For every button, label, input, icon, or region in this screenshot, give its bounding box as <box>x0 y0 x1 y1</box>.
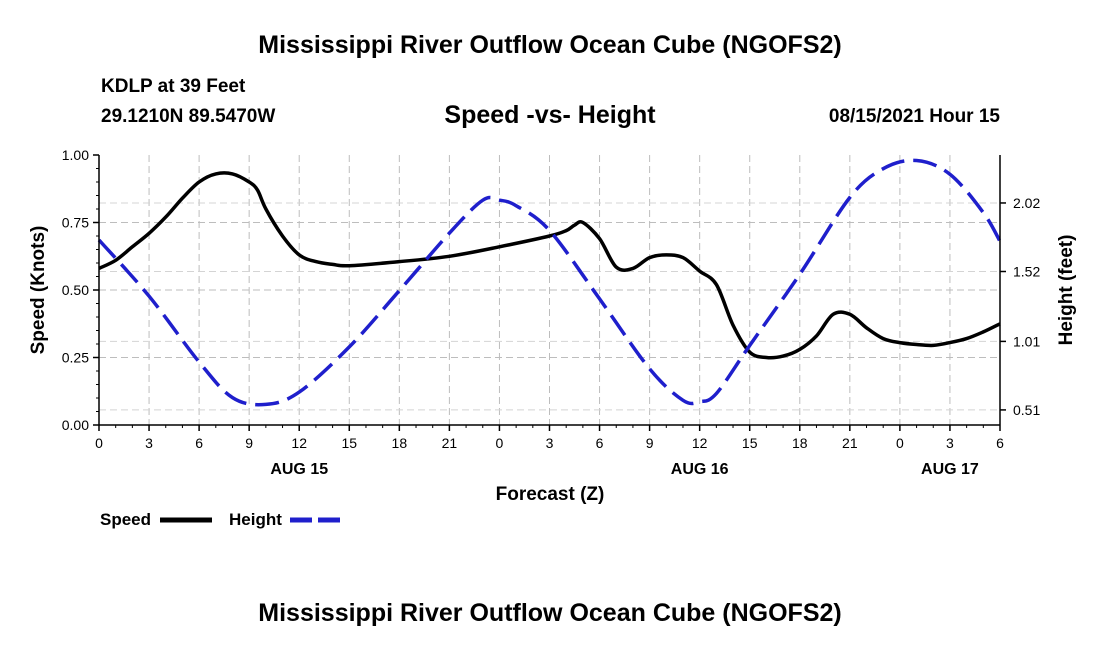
date-label: AUG 17 <box>921 461 979 478</box>
x-axis-label: Forecast (Z) <box>496 484 605 505</box>
page-title-bottom: Mississippi River Outflow Ocean Cube (NG… <box>258 599 842 627</box>
y-axis-label-height: Height (feet) <box>1056 235 1077 346</box>
x-tick-label: 12 <box>692 435 708 451</box>
station-label: KDLP at 39 Feet <box>101 76 246 97</box>
y-tick-label: 0.25 <box>62 350 89 366</box>
x-tick-label: 18 <box>792 435 808 451</box>
x-tick-label: 12 <box>291 435 307 451</box>
x-tick-label: 6 <box>195 435 203 451</box>
series-line-speed <box>98 171 1001 360</box>
x-tick-label: 15 <box>742 435 758 451</box>
y2-tick-label: 0.51 <box>1013 402 1040 418</box>
x-tick-label: 3 <box>546 435 554 451</box>
x-tick-label: 9 <box>245 435 253 451</box>
legend-label-speed: Speed <box>100 510 151 529</box>
y-axis-label-speed: Speed (Knots) <box>28 226 49 355</box>
y2-tick-label: 2.02 <box>1013 195 1040 211</box>
date-label: AUG 16 <box>671 461 729 478</box>
x-tick-label: 0 <box>95 435 103 451</box>
x-tick-label: 0 <box>896 435 904 451</box>
y-tick-label: 0.00 <box>62 417 89 433</box>
x-tick-label: 21 <box>842 435 858 451</box>
forecast-datetime: 08/15/2021 Hour 15 <box>828 106 1000 127</box>
legend-label-height: Height <box>229 510 282 529</box>
x-tick-label: 9 <box>646 435 654 451</box>
page-title-top: Mississippi River Outflow Ocean Cube (NG… <box>258 31 842 59</box>
y-tick-label: 1.00 <box>62 147 89 163</box>
station-coordinates: 29.1210N 89.5470W <box>101 106 276 127</box>
x-tick-label: 15 <box>341 435 357 451</box>
series-line-height <box>97 158 1002 407</box>
y-tick-label: 0.75 <box>62 215 89 231</box>
x-tick-label: 21 <box>442 435 458 451</box>
x-tick-label: 3 <box>946 435 954 451</box>
x-tick-label: 3 <box>145 435 153 451</box>
x-tick-label: 18 <box>392 435 408 451</box>
x-tick-label: 6 <box>596 435 604 451</box>
x-tick-label: 6 <box>996 435 1004 451</box>
chart-title: Speed -vs- Height <box>444 101 656 129</box>
legend: Speed Height <box>100 510 342 529</box>
date-label: AUG 15 <box>270 461 328 478</box>
y-tick-label: 0.50 <box>62 282 89 298</box>
x-tick-label: 0 <box>496 435 504 451</box>
y2-tick-label: 1.01 <box>1013 333 1040 349</box>
y2-tick-label: 1.52 <box>1013 263 1040 279</box>
